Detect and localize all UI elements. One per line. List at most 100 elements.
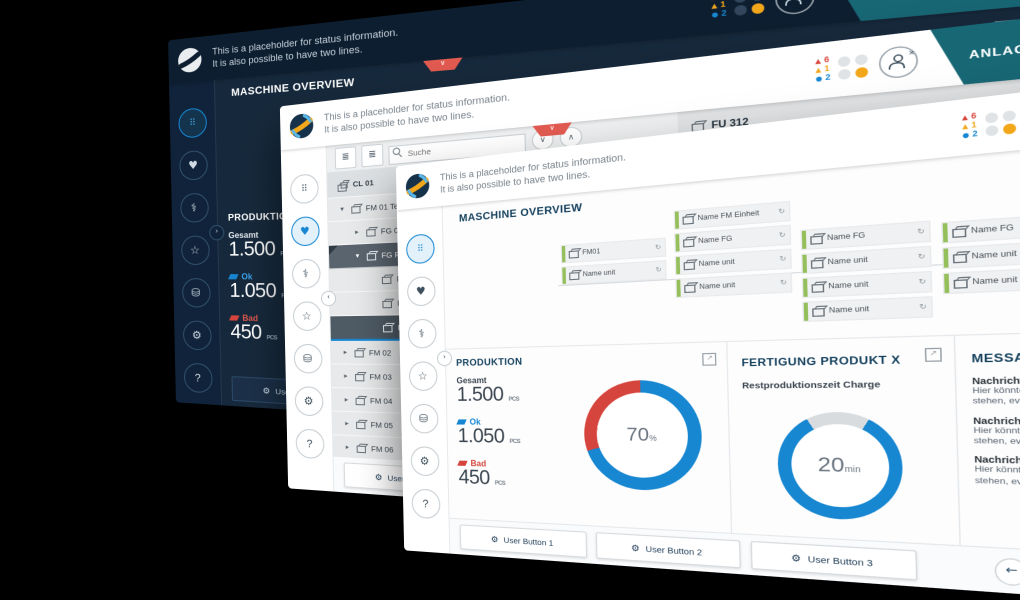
back-button[interactable]: ← [994,556,1020,587]
message-item[interactable]: Nachricht 3 Hier könnte ein kurzer Text … [974,456,1020,490]
warning-icon: ▲ [711,1,718,11]
heart-icon: ♥ [299,224,310,239]
user-gear-icon: ⚙ [630,542,640,554]
alert-counters[interactable]: ▲6 ▲1 ●2 [711,0,727,19]
nav-settings-button[interactable]: ⚙ [182,320,212,351]
machine-node[interactable]: Name unit↻ [676,273,792,297]
left-nav-rail: ⠿ ♥ ⚕ ☆ ⛁ ⚙ ? ‹ [280,145,337,492]
machine-node[interactable]: Name unit↻ [944,266,1020,294]
expand-panel-icon[interactable]: ↗ [924,347,943,362]
refresh-icon[interactable]: ↻ [779,278,787,288]
expand-panel-icon[interactable]: ↗ [702,352,718,366]
nav-help-button[interactable]: ? [183,362,213,394]
panel-title: MESSAGES [971,350,1020,365]
refresh-icon[interactable]: ↻ [654,243,662,252]
machine-node[interactable]: Name FG↻ [801,221,930,249]
nav-dashboard-button[interactable]: ⠿ [177,107,207,139]
restzeit-donut-chart: 20 min [776,411,905,523]
window-machine-overview: This is a placeholder for status informa… [395,59,1020,600]
alert-counters[interactable]: ▲6 ▲1 ●2 [815,56,831,84]
header-bar: This is a placeholder for status informa… [279,4,1020,151]
nav-settings-button[interactable]: ⚙ [294,386,324,417]
nav-dashboard-button[interactable]: ⠿ [405,233,435,265]
machine-node[interactable]: Name FM Einheit ↻ [674,202,790,229]
app-logo [289,112,315,141]
refresh-icon[interactable]: ↻ [918,302,927,312]
machine-icon [356,444,367,453]
nav-diagnostics-button[interactable]: ⚕ [407,318,437,349]
nav-data-button[interactable]: ⛁ [181,278,211,308]
heart-icon: ♥ [415,284,426,299]
machine-node[interactable]: Name FG↻ [675,225,790,252]
heart-icon: ♥ [188,158,198,173]
user-button-3[interactable]: ⚙ User Button 3 [750,540,918,581]
refresh-icon[interactable]: ↻ [779,254,787,264]
database-icon: ⛁ [191,286,201,300]
user-gear-icon: ⚙ [790,552,802,564]
nav-help-button[interactable]: ? [411,488,441,520]
refresh-icon[interactable]: ↻ [655,265,662,275]
nav-favorites-button[interactable]: ☆ [408,361,438,391]
machine-node[interactable]: Name unit↻ [803,272,931,297]
machine-node[interactable]: Name FG↻ [942,213,1020,243]
nav-help-button[interactable]: ? [295,428,325,460]
panel-title: FERTIGUNG PRODUKT X [741,353,901,369]
nav-favorites-button[interactable]: ☆ [180,235,210,265]
unit-icon [810,235,823,245]
machine-node[interactable]: Name unit↻ [802,247,931,273]
star-icon: ☆ [301,309,312,323]
refresh-icon[interactable]: ↻ [918,277,927,287]
search-icon [393,147,403,157]
machine-node[interactable]: Name unit↻ [943,239,1020,268]
machine-icon [351,205,361,214]
nav-dashboard-button[interactable]: ⠿ [289,173,319,205]
gear-icon: ⚙ [419,454,430,468]
collapse-all-button[interactable]: ≣ [334,145,357,170]
status-text: This is a placeholder for status informa… [212,26,399,70]
nav-machines-button[interactable]: ♥ [406,275,436,307]
machine-node[interactable]: FM01↻ [561,238,665,263]
tree-list-icon: ≣ [368,149,377,161]
user-gear-icon: ⚙ [262,385,271,396]
nav-data-button[interactable]: ⛁ [409,403,439,434]
unit-icon [953,279,968,289]
user-button-1[interactable]: ⚙User Button 1 [459,524,588,558]
app-logo [177,46,203,75]
tree-list-icon: ≣ [341,151,350,163]
nav-diagnostics-button[interactable]: ⚕ [179,192,209,223]
nav-settings-button[interactable]: ⚙ [410,446,440,477]
user-logout-button[interactable]: × [878,44,919,80]
bad-flag-icon [229,315,240,321]
nav-machines-button[interactable]: ♥ [178,149,208,181]
error-icon: ▲ [711,0,717,1]
machine-icon [382,324,393,332]
message-item[interactable]: Nachricht 1 Hier könnte ein kurzer Text … [972,377,1020,407]
user-button-2[interactable]: ⚙User Button 2 [595,532,741,569]
nav-diagnostics-button[interactable]: ⚕ [291,258,321,289]
user-icon [888,54,905,69]
expand-all-button[interactable]: ≣ [361,143,384,167]
unit-icon [812,308,825,317]
refresh-icon[interactable]: ↻ [916,227,925,237]
help-icon: ? [194,371,201,385]
refresh-icon[interactable]: ↻ [778,207,786,217]
unit-icon [683,238,695,248]
header-bar: This is a placeholder for status informa… [395,59,1020,211]
machine-node[interactable]: Name unit↻ [676,249,791,275]
unit-icon [568,250,579,259]
produktion-panel: PRODUKTION ↗ Gesamt 1.500 PCS Ok 1.050 P… [446,342,732,533]
machine-node[interactable]: Name unit↻ [803,297,932,321]
nav-favorites-button[interactable]: ☆ [292,301,322,331]
message-item[interactable]: Nachricht 2 Hier könnte ein kurzer Text … [973,417,1020,448]
alert-counters[interactable]: ▲6 ▲1 ●2 [961,113,978,140]
user-logout-button[interactable]: × [774,0,816,16]
warning-icon: ▲ [962,122,969,131]
nav-machines-button[interactable]: ♥ [290,215,320,247]
left-nav-rail: ⠿ ♥ ⚕ ☆ ⛁ ⚙ ? › [396,205,453,554]
refresh-icon[interactable]: ↻ [778,231,786,240]
refresh-icon[interactable]: ↻ [917,252,926,262]
nav-data-button[interactable]: ⛁ [293,343,323,374]
machine-node[interactable]: Name unit↻ [562,261,666,284]
machine-icon [381,276,392,284]
grid-icon: ⠿ [189,117,195,129]
